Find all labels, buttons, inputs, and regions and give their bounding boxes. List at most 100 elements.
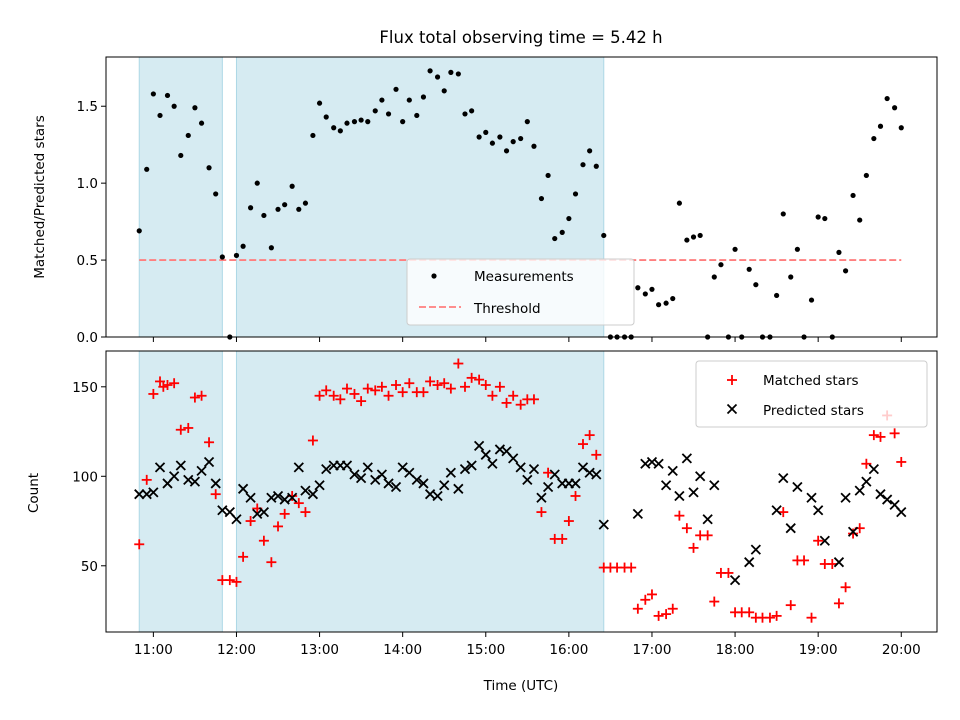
x-tick-label: 15:00: [466, 642, 505, 658]
x-tick-label: 19:00: [799, 642, 838, 658]
matched-star-point: [771, 610, 782, 621]
top-y-tick-label: 1.0: [77, 176, 98, 192]
predicted-star-stroke: [141, 489, 152, 500]
measurement-point: [815, 214, 821, 220]
predicted-star-stroke: [875, 489, 886, 500]
predicted-star-stroke: [134, 489, 145, 500]
measurement-point: [663, 300, 669, 306]
predicted-star-point: [321, 463, 332, 475]
measurement-point: [261, 212, 267, 219]
ratio-panel: 0.0 0.5 1.0 1.5 Measurements Threshold: [77, 56, 938, 346]
predicted-star-point: [362, 462, 373, 473]
measurement-point: [593, 163, 599, 169]
predicted-star-point: [480, 449, 491, 460]
predicted-star-point: [439, 480, 450, 491]
measurement-point: [296, 206, 302, 212]
predicted-star-stroke: [196, 465, 207, 477]
predicted-star-stroke: [640, 458, 651, 469]
matched-star-point: [508, 390, 519, 401]
predicted-star-stroke: [418, 478, 429, 489]
predicted-star-stroke: [224, 506, 235, 518]
measurement-point: [697, 232, 703, 239]
predicted-star-stroke: [487, 458, 498, 469]
predicted-star-stroke: [819, 535, 830, 546]
predicted-star-stroke: [847, 526, 859, 537]
measurement-point: [892, 105, 898, 111]
bottom-series: [134, 358, 907, 623]
predicted-star-point: [487, 458, 498, 469]
x-tick-label: 20:00: [882, 642, 921, 658]
predicted-star-point: [203, 456, 215, 468]
matched-star-point: [148, 388, 159, 399]
predicted-star-stroke: [279, 494, 290, 505]
predicted-star-point: [653, 458, 664, 469]
measurement-point: [510, 139, 516, 145]
predicted-star-point: [210, 478, 221, 489]
measurement-point: [503, 148, 510, 154]
bottom-shaded-interval: [236, 351, 604, 632]
measurement-point: [316, 100, 323, 106]
matched-star-point: [370, 385, 381, 396]
x-tick-label: 12:00: [217, 642, 256, 658]
matched-star-point: [293, 498, 304, 509]
predicted-star-stroke: [549, 469, 560, 480]
predicted-star-point: [189, 476, 201, 487]
predicted-star-stroke: [528, 463, 540, 475]
matched-star-point: [474, 374, 485, 385]
predicted-star-point: [785, 523, 796, 534]
predicted-star-point: [148, 487, 159, 498]
predicted-star-point: [570, 478, 581, 489]
matched-star-point: [848, 528, 859, 539]
top-axes-frame: [105, 56, 938, 338]
matched-star-point: [584, 430, 595, 441]
predicted-star-stroke: [148, 487, 159, 498]
matched-star-point: [224, 575, 235, 586]
predicted-star-point: [819, 535, 830, 546]
matched-star-point: [681, 523, 692, 534]
measurement-point: [476, 134, 482, 140]
predicted-star-stroke: [674, 490, 685, 502]
measurement-point: [732, 246, 738, 252]
matched-star-point: [799, 555, 810, 566]
predicted-star-point: [307, 489, 319, 500]
predicted-star-point: [771, 505, 782, 516]
predicted-star-point: [196, 465, 207, 477]
predicted-star-point: [882, 494, 893, 505]
top-y-tick-label: 0.0: [77, 330, 98, 346]
matched-star-point: [813, 535, 824, 546]
predicted-star-stroke: [778, 472, 789, 484]
predicted-star-point: [674, 490, 685, 502]
matched-star-point: [245, 516, 256, 527]
measurement-point: [247, 205, 254, 211]
predicted-star-point: [355, 472, 367, 484]
predicted-star-point: [591, 469, 602, 480]
predicted-star-point: [383, 478, 394, 489]
predicted-star-stroke: [792, 481, 803, 493]
measurement-point: [871, 135, 877, 142]
predicted-star-stroke: [771, 505, 782, 516]
predicted-star-point: [896, 506, 907, 518]
measurement-point: [372, 108, 378, 114]
matched-star-point: [570, 490, 581, 501]
matched-star-point: [501, 397, 512, 408]
matched-star-point: [210, 489, 221, 500]
measurement-point: [788, 274, 794, 280]
predicted-star-stroke: [501, 446, 512, 457]
matched-star-point: [335, 394, 346, 405]
measurement-point: [780, 211, 786, 217]
predicted-star-point: [598, 519, 609, 530]
predicted-star-stroke: [896, 506, 907, 518]
predicted-star-point: [813, 505, 824, 516]
measurement-point: [213, 191, 219, 197]
predicted-star-point: [459, 463, 471, 475]
predicted-star-point: [445, 467, 457, 478]
predicted-star-point: [370, 474, 381, 486]
matched-star-point: [231, 576, 242, 587]
predicted-star-point: [134, 489, 145, 500]
count-panel: 50 100 150 11:00 12:00 13:00 14:00 15:00 16:00 17…: [72, 350, 938, 658]
predicted-star-stroke: [861, 476, 872, 487]
matched-star-point: [196, 390, 207, 401]
measurement-point: [150, 91, 156, 97]
predicted-star-stroke: [314, 480, 325, 491]
predicted-star-stroke: [217, 505, 228, 516]
